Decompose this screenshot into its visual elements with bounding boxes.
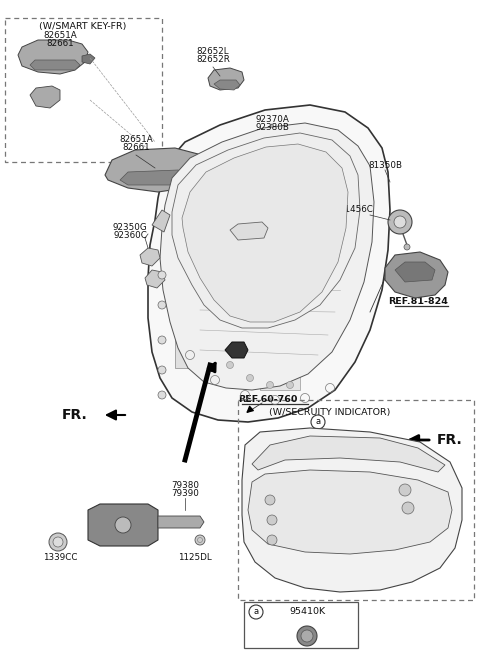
Circle shape [158, 301, 166, 309]
Polygon shape [214, 80, 240, 90]
Circle shape [404, 244, 410, 250]
Polygon shape [182, 144, 348, 322]
Text: (W/SMART KEY-FR): (W/SMART KEY-FR) [39, 22, 127, 31]
Polygon shape [230, 222, 268, 240]
Circle shape [267, 535, 277, 545]
Circle shape [115, 517, 131, 533]
Circle shape [301, 630, 313, 642]
Text: 92380B: 92380B [255, 123, 289, 133]
Text: 1125DL: 1125DL [178, 554, 212, 562]
Polygon shape [18, 40, 88, 74]
Polygon shape [208, 68, 244, 90]
Text: 82661: 82661 [122, 144, 150, 152]
Polygon shape [175, 340, 205, 368]
Circle shape [158, 336, 166, 344]
Circle shape [402, 502, 414, 514]
Text: 81350B: 81350B [368, 161, 402, 169]
Polygon shape [248, 136, 272, 152]
Text: a: a [253, 607, 259, 617]
Polygon shape [385, 252, 448, 298]
Text: 81456C: 81456C [339, 205, 373, 215]
Text: 79390: 79390 [171, 489, 199, 497]
Circle shape [399, 484, 411, 496]
Circle shape [287, 382, 293, 388]
Polygon shape [30, 60, 80, 70]
Text: FR.: FR. [437, 433, 463, 447]
Circle shape [158, 271, 166, 279]
Text: 92350G: 92350G [113, 224, 147, 232]
Polygon shape [140, 248, 160, 266]
Polygon shape [290, 482, 385, 510]
Polygon shape [260, 360, 300, 390]
Circle shape [195, 535, 205, 545]
Polygon shape [244, 602, 358, 648]
Circle shape [265, 495, 275, 505]
Text: 82651A: 82651A [43, 31, 77, 41]
Text: (W/SECRUITY INDICATOR): (W/SECRUITY INDICATOR) [269, 407, 391, 417]
Circle shape [249, 605, 263, 619]
Polygon shape [295, 514, 380, 540]
Polygon shape [178, 295, 202, 330]
Polygon shape [148, 105, 390, 422]
Circle shape [227, 361, 233, 369]
Circle shape [158, 366, 166, 374]
Polygon shape [105, 148, 205, 192]
Polygon shape [395, 262, 435, 282]
Text: FR.: FR. [62, 408, 88, 422]
Polygon shape [158, 516, 204, 528]
Polygon shape [160, 123, 374, 390]
Polygon shape [198, 160, 215, 172]
Text: 79380: 79380 [171, 480, 199, 489]
Circle shape [297, 626, 317, 646]
Text: REF.81-824: REF.81-824 [388, 298, 448, 306]
Circle shape [311, 415, 325, 429]
Text: 1339CC: 1339CC [43, 554, 77, 562]
Text: 82661: 82661 [46, 39, 74, 49]
Text: 92370A: 92370A [255, 115, 289, 125]
Polygon shape [242, 428, 462, 592]
Circle shape [49, 533, 67, 551]
Polygon shape [248, 470, 452, 554]
Circle shape [267, 515, 277, 525]
Polygon shape [82, 54, 95, 64]
Polygon shape [120, 170, 195, 185]
Polygon shape [252, 436, 445, 472]
Circle shape [266, 382, 274, 388]
Text: 95410K: 95410K [289, 607, 325, 617]
Circle shape [158, 391, 166, 399]
Circle shape [394, 216, 406, 228]
Polygon shape [225, 342, 248, 358]
Text: REF.60-760: REF.60-760 [238, 396, 298, 405]
Text: 82651A: 82651A [119, 136, 153, 144]
Polygon shape [88, 504, 158, 546]
Polygon shape [30, 86, 60, 108]
Text: 82652L: 82652L [197, 47, 229, 56]
Text: a: a [315, 417, 321, 426]
Polygon shape [145, 270, 165, 288]
Circle shape [247, 375, 253, 382]
Circle shape [53, 537, 63, 547]
Text: 92360C: 92360C [113, 232, 147, 241]
Polygon shape [152, 210, 170, 232]
Polygon shape [172, 133, 360, 328]
Circle shape [388, 210, 412, 234]
Text: 82652R: 82652R [196, 56, 230, 64]
